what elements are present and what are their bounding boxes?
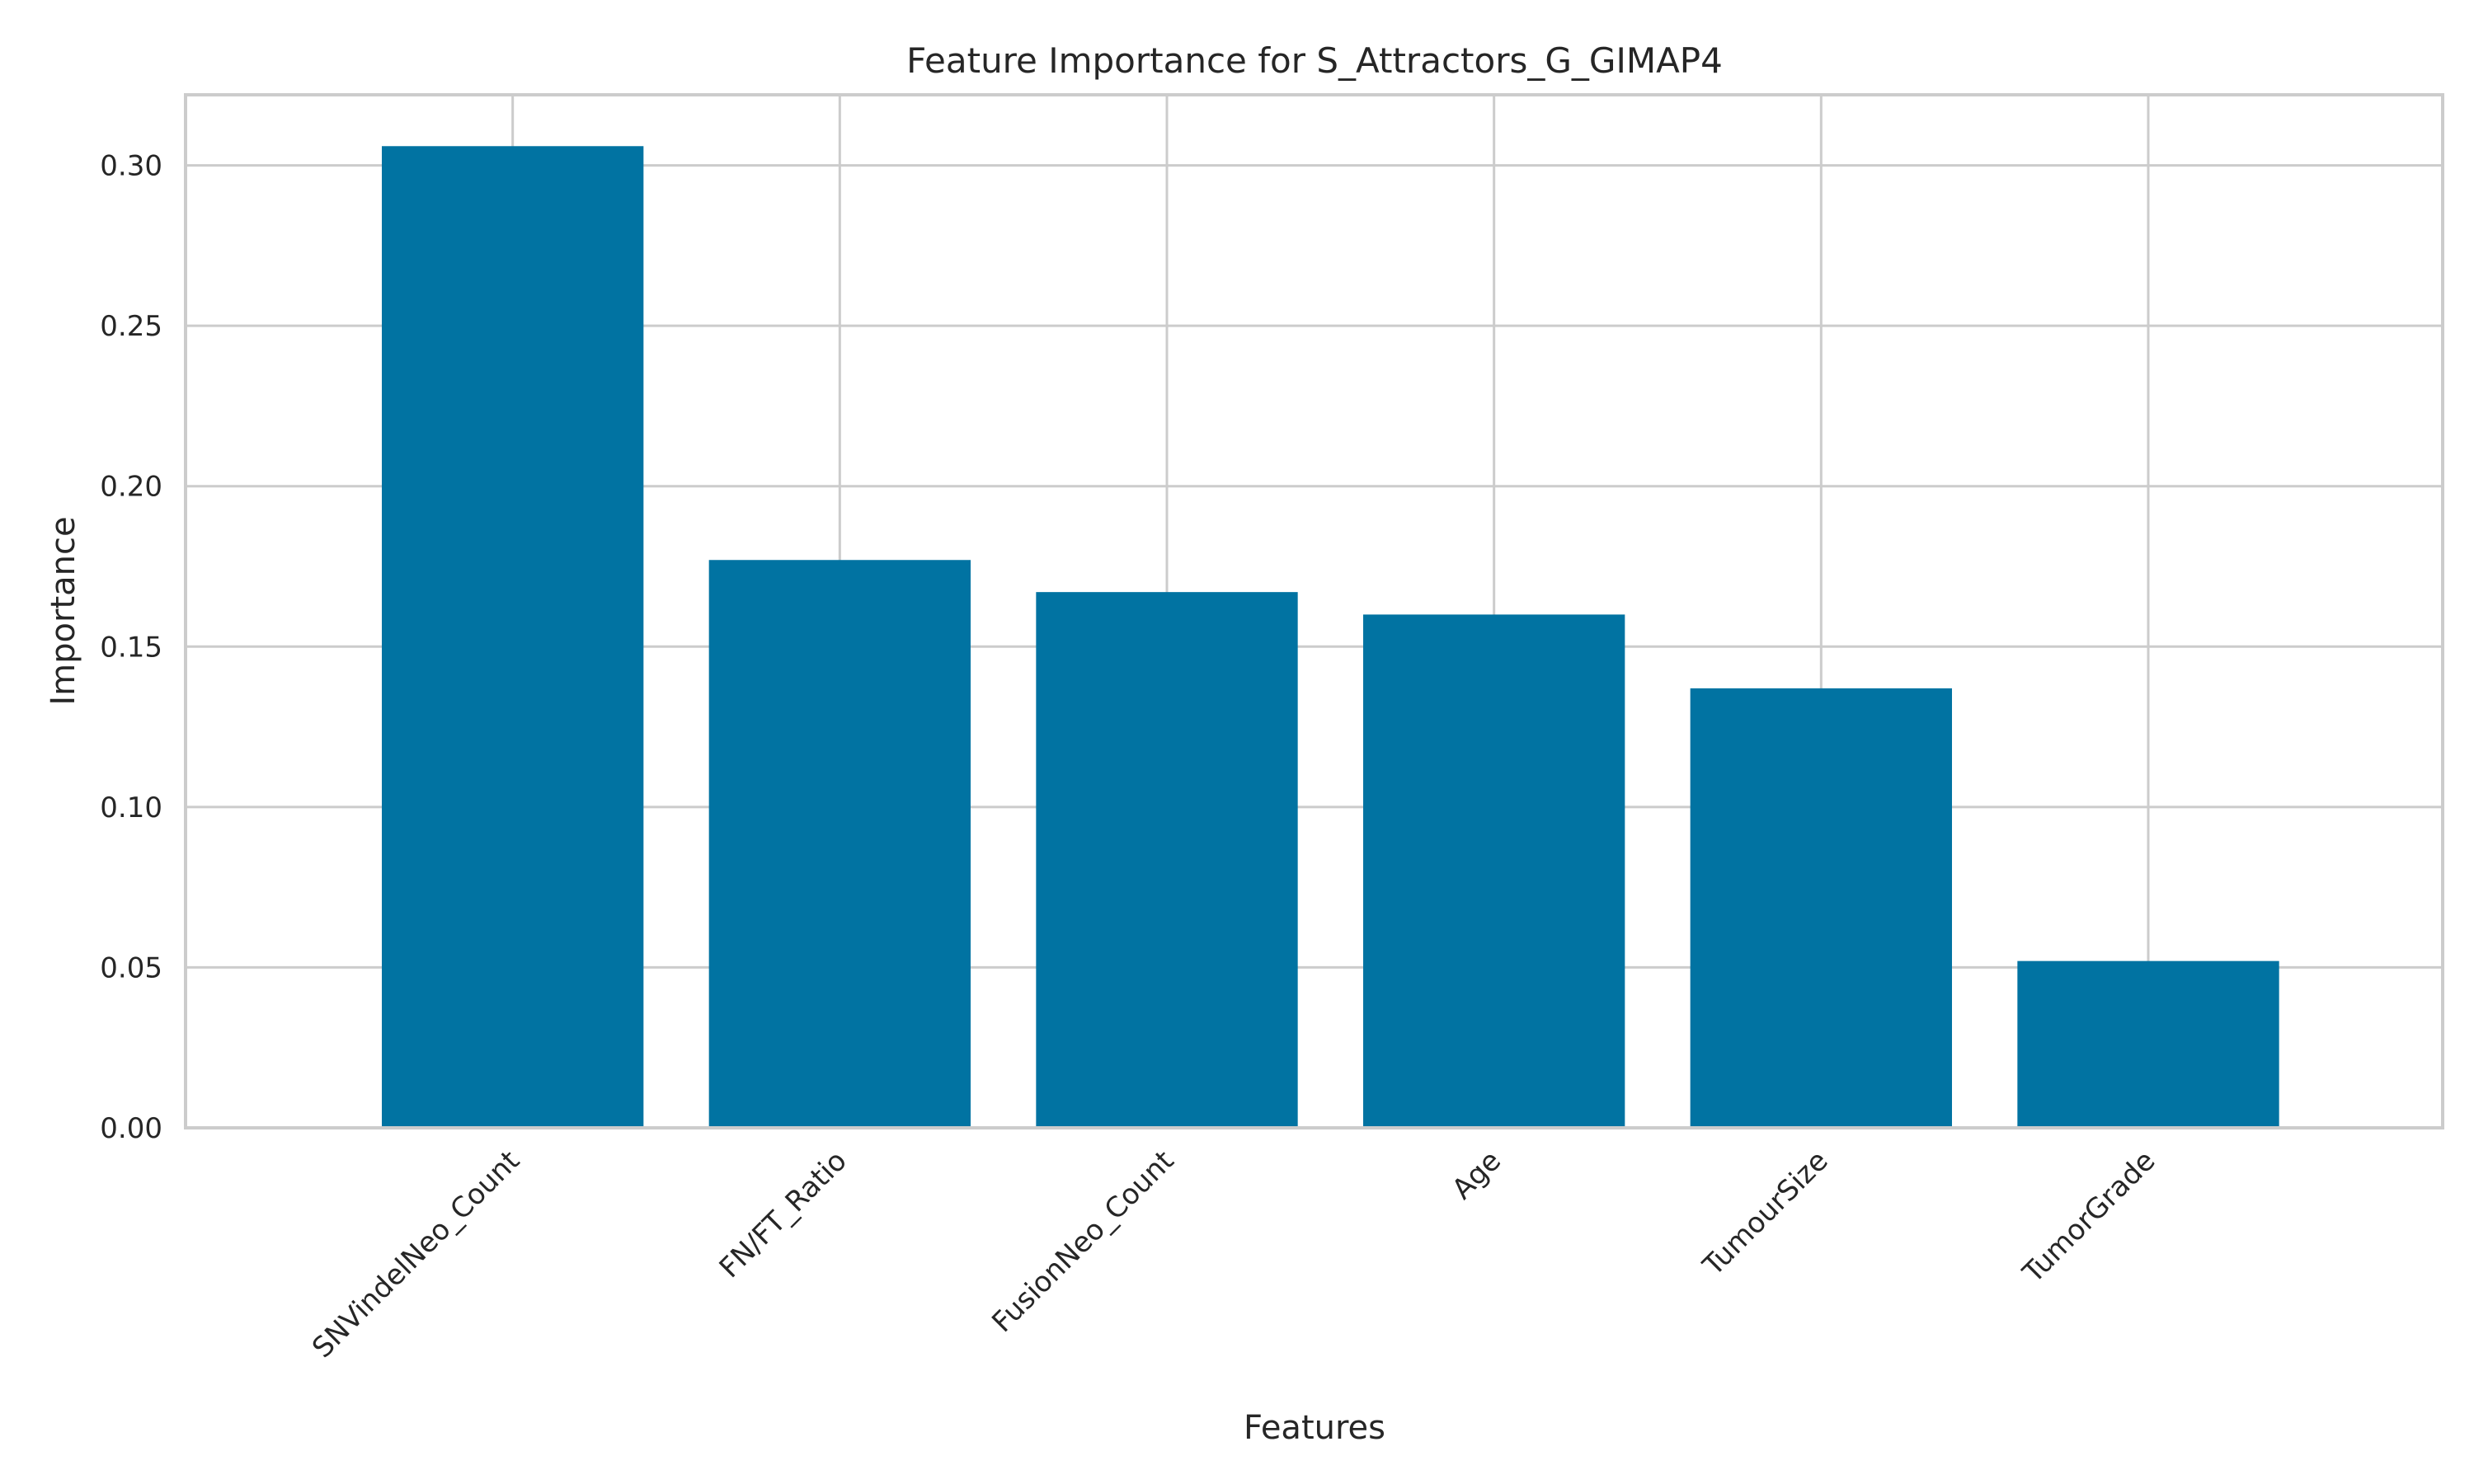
y-axis-label: Importance: [45, 516, 82, 705]
plot-frame: [184, 93, 2444, 1129]
x-tick-label: TumorGrade: [2016, 1144, 2162, 1290]
y-tick-label: 0.15: [100, 631, 162, 664]
bars: [382, 146, 2279, 1128]
x-tick-label: Age: [1446, 1144, 1507, 1206]
y-tick-label: 0.00: [100, 1112, 162, 1145]
bar-age: [1363, 614, 1625, 1128]
x-tick-labels: SNVindelNeo_Count FN/FT_Ratio FusionNeo_Co…: [306, 1144, 2161, 1364]
chart-title: Feature Importance for S_Attractors_G_GI…: [906, 40, 1723, 81]
bar-tumoursize: [1690, 688, 1952, 1128]
y-tick-label: 0.25: [100, 310, 162, 343]
bar-snvindelneo-count: [382, 146, 644, 1128]
bar-fusionneo-count: [1036, 592, 1298, 1128]
bar-fn-ft-ratio: [708, 560, 971, 1128]
y-tick-label: 0.30: [100, 150, 162, 183]
x-axis-label: Features: [1244, 1409, 1385, 1447]
y-tick-labels: 0.00 0.05 0.10 0.15 0.20 0.25 0.30: [100, 150, 162, 1145]
y-tick-label: 0.05: [100, 951, 162, 984]
x-tick-label: SNVindelNeo_Count: [306, 1144, 526, 1364]
x-tick-label: FusionNeo_Count: [985, 1144, 1180, 1339]
bar-tumorgrade: [2017, 960, 2279, 1128]
x-tick-label: TumourSize: [1696, 1144, 1835, 1283]
y-tick-label: 0.10: [100, 791, 162, 824]
x-tick-label: FN/FT_Ratio: [713, 1144, 854, 1284]
y-tick-label: 0.20: [100, 471, 162, 504]
